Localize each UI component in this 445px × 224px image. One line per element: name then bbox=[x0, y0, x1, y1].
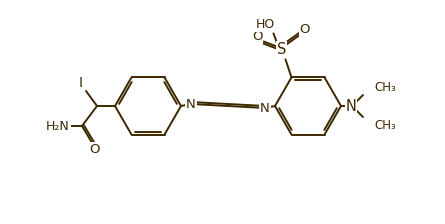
Text: S: S bbox=[277, 42, 286, 57]
Text: N: N bbox=[186, 97, 196, 110]
Text: O: O bbox=[299, 23, 310, 36]
Text: H₂N: H₂N bbox=[46, 119, 70, 133]
Text: N: N bbox=[346, 99, 356, 114]
Text: N: N bbox=[260, 101, 270, 114]
Text: I: I bbox=[79, 76, 83, 90]
Text: HO: HO bbox=[256, 18, 275, 31]
Text: CH₃: CH₃ bbox=[374, 80, 396, 93]
Text: CH₃: CH₃ bbox=[374, 118, 396, 131]
Text: O: O bbox=[89, 142, 99, 155]
Text: O: O bbox=[252, 30, 263, 43]
